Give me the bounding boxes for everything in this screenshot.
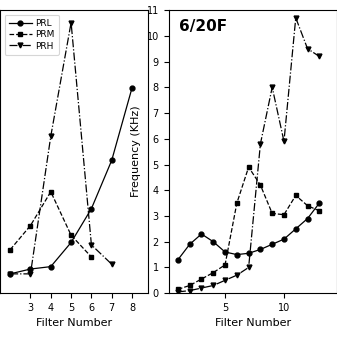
Line: PRL: PRL <box>176 201 322 262</box>
PRL <box>282 237 286 241</box>
PRM <box>176 287 180 292</box>
PRH <box>270 85 274 89</box>
Line: PRH: PRH <box>8 20 114 276</box>
X-axis label: Filter Number: Filter Number <box>215 318 291 329</box>
Line: PRM: PRM <box>176 165 322 292</box>
PRH <box>258 142 263 146</box>
PRH <box>49 134 53 138</box>
PRL <box>235 252 239 256</box>
PRL <box>270 242 274 246</box>
PRH <box>247 266 251 270</box>
PRH <box>110 262 114 266</box>
PRM <box>235 201 239 205</box>
PRH <box>235 273 239 277</box>
PRL <box>258 247 263 251</box>
PRM <box>258 183 263 187</box>
PRL <box>211 240 215 244</box>
PRL <box>247 251 251 255</box>
PRM <box>223 263 227 267</box>
PRL <box>200 232 204 236</box>
PRH <box>69 21 73 25</box>
PRL <box>176 258 180 262</box>
PRH <box>282 139 286 143</box>
PRM <box>188 283 192 287</box>
PRL <box>89 207 93 211</box>
PRH <box>200 286 204 290</box>
Legend: PRL, PRM, PRH: PRL, PRM, PRH <box>4 14 59 55</box>
PRM <box>49 190 53 194</box>
Y-axis label: Frequency (KHz): Frequency (KHz) <box>131 106 141 197</box>
PRM <box>89 255 93 259</box>
PRM <box>317 209 321 213</box>
PRH <box>8 272 12 276</box>
PRM <box>247 165 251 169</box>
PRM <box>282 213 286 217</box>
PRH <box>223 278 227 282</box>
PRH <box>176 290 180 294</box>
Line: PRH: PRH <box>176 16 322 294</box>
PRL <box>223 250 227 254</box>
PRL <box>188 242 192 246</box>
PRH <box>306 47 310 51</box>
Line: PRL: PRL <box>8 86 134 276</box>
PRM <box>28 223 32 227</box>
Text: 6/20F: 6/20F <box>179 19 227 34</box>
PRL <box>306 217 310 221</box>
PRM <box>306 204 310 208</box>
PRH <box>188 288 192 293</box>
PRM <box>211 271 215 275</box>
PRH <box>28 272 32 276</box>
PRM <box>8 248 12 252</box>
PRL <box>130 86 134 90</box>
PRL <box>294 227 298 231</box>
PRL <box>69 240 73 244</box>
PRM <box>270 211 274 215</box>
PRL <box>110 158 114 162</box>
X-axis label: Filter Number: Filter Number <box>36 318 112 329</box>
PRM <box>294 193 298 197</box>
PRL <box>317 201 321 205</box>
PRL <box>28 267 32 271</box>
PRL <box>8 272 12 276</box>
PRH <box>294 16 298 20</box>
PRM <box>200 277 204 281</box>
PRH <box>89 243 93 247</box>
PRL <box>49 265 53 269</box>
PRM <box>69 233 73 237</box>
Line: PRM: PRM <box>8 189 94 259</box>
PRH <box>211 283 215 287</box>
PRH <box>317 54 321 58</box>
